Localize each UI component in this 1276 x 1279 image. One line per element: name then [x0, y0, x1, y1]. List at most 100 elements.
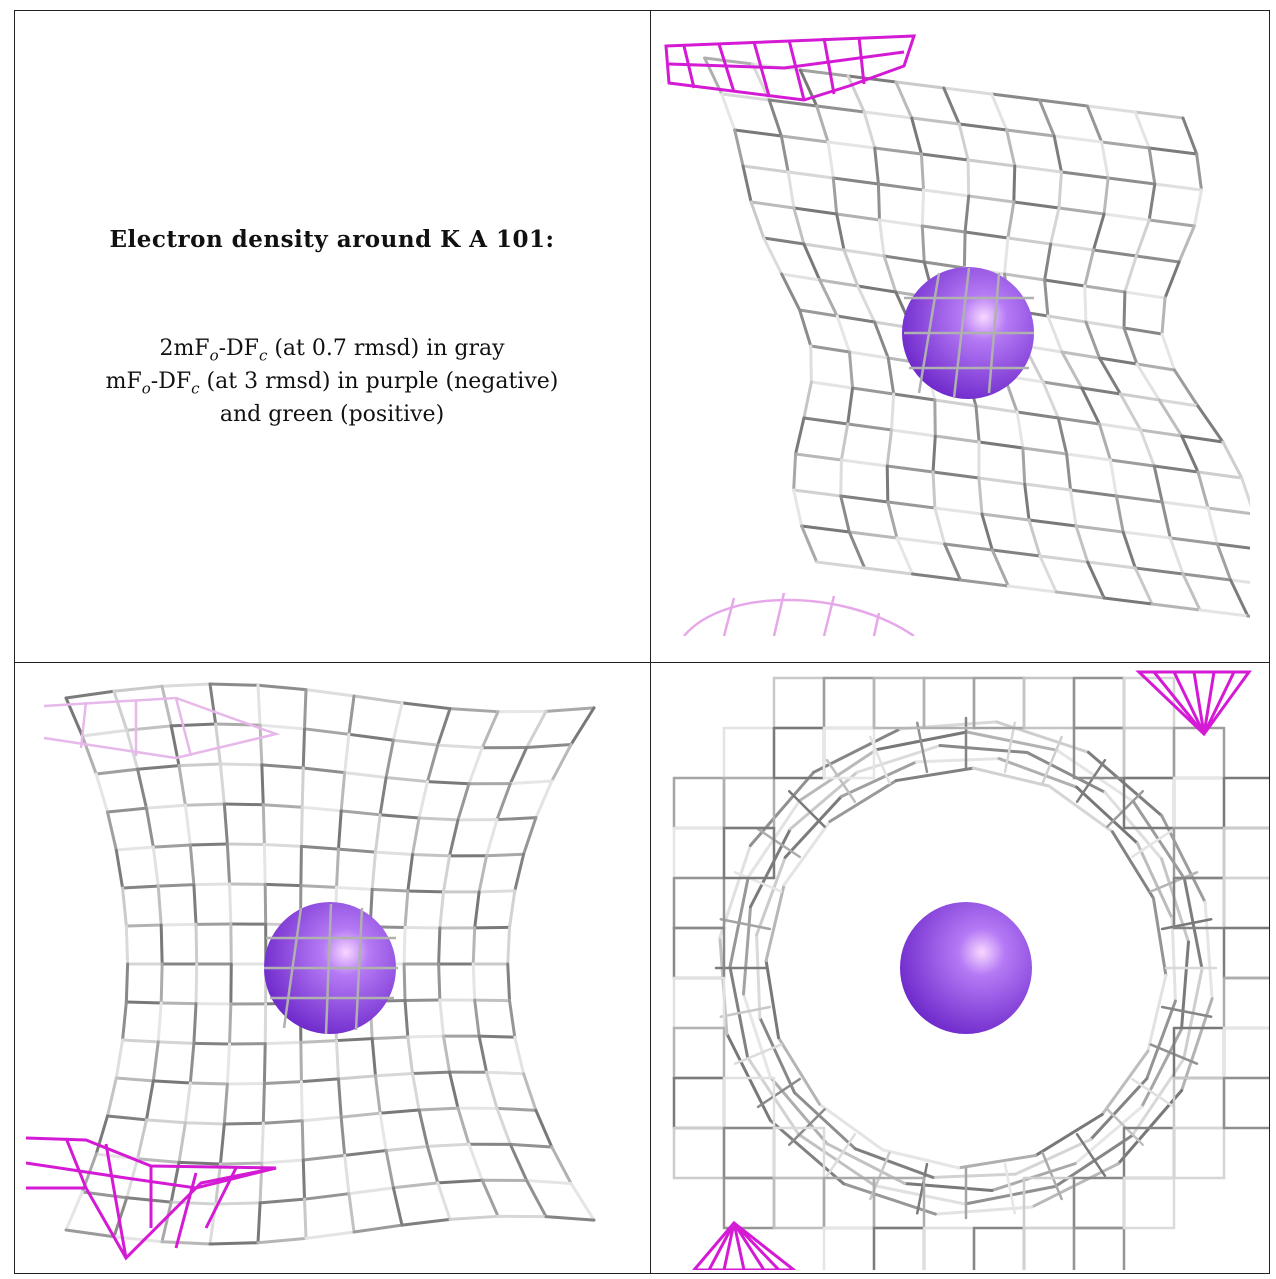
mesh-segment: [1221, 440, 1244, 480]
mesh-segment: [151, 1040, 160, 1083]
mesh-segment: [156, 884, 163, 927]
diff-map-sub-c: c: [191, 379, 200, 398]
mesh-segment: [1013, 164, 1063, 174]
mesh-segment: [136, 1157, 181, 1164]
mesh-segment: [943, 542, 962, 582]
mesh-segment: [967, 194, 1016, 204]
mesh-segment: [1006, 200, 1016, 240]
mesh-segment: [303, 1192, 351, 1201]
mesh-segment: [151, 845, 160, 888]
mesh-segment: [260, 763, 305, 770]
mesh-segment: [124, 962, 130, 1004]
mesh-segment: [742, 905, 753, 996]
mesh-segment: [957, 122, 970, 162]
mesh-segment: [471, 926, 477, 966]
legend-panel: Electron density around K A 101: 2mFo-DF…: [16, 14, 648, 660]
mesh-segment: [1097, 422, 1143, 432]
mesh-segment: [121, 1038, 160, 1044]
mesh-segment: [391, 1181, 440, 1190]
mesh-segment: [933, 434, 981, 444]
mesh-segment: [1084, 320, 1126, 330]
mesh-view-bottom-left: [26, 682, 596, 1261]
mesh-segment: [384, 1148, 395, 1190]
mesh-segment: [1198, 608, 1250, 618]
mesh-segment: [885, 464, 935, 474]
mesh-segment: [218, 1122, 226, 1166]
mesh-segment: [144, 803, 187, 810]
mesh-segment: [1003, 721, 1017, 774]
mesh-segment: [485, 1070, 499, 1110]
mesh-segment: [525, 742, 573, 750]
mesh-segment: [966, 158, 971, 198]
mesh-segment: [1038, 554, 1090, 564]
mesh-segment: [194, 962, 199, 1006]
mesh-segment: [1150, 602, 1202, 612]
mesh-segment: [64, 1228, 116, 1239]
mesh-segment: [1038, 554, 1058, 594]
mesh-segment: [1160, 500, 1210, 510]
mesh-segment: [1151, 896, 1168, 977]
mesh-segment: [1168, 536, 1219, 546]
mesh-segment: [1074, 524, 1090, 564]
mesh-segment: [931, 470, 981, 480]
mesh-segment: [1160, 500, 1172, 540]
mesh-segment: [733, 871, 783, 893]
mesh-segment: [1123, 254, 1138, 294]
mesh-segment: [256, 683, 262, 727]
mesh-segment: [352, 694, 404, 705]
mesh-segment: [1003, 236, 1010, 276]
mesh-segment: [1075, 785, 1139, 845]
mesh-segment: [873, 146, 880, 186]
mesh-segment: [1086, 560, 1137, 570]
mesh-segment: [522, 1072, 538, 1112]
mesh-segment: [299, 805, 304, 848]
mesh-segment: [214, 722, 222, 766]
mesh-segment: [809, 380, 855, 390]
mesh-segment: [417, 1106, 460, 1112]
mesh-segment: [260, 1158, 305, 1165]
mesh-segment: [786, 170, 796, 210]
mesh-segment: [1037, 98, 1089, 108]
mesh-segment: [473, 998, 481, 1038]
mesh-segment: [1160, 917, 1213, 931]
mesh-segment: [301, 1158, 307, 1201]
mesh-segment: [1085, 104, 1104, 144]
mesh-segment: [569, 1182, 596, 1222]
mesh-segment: [473, 925, 512, 930]
mesh-segment: [169, 1160, 181, 1204]
mesh-segment: [839, 760, 918, 799]
mesh-segment: [156, 1040, 196, 1045]
mesh-segment: [448, 818, 460, 858]
mesh-segment: [1005, 128, 1017, 168]
mesh-segment: [980, 512, 1031, 522]
mesh-segment: [112, 689, 129, 732]
mesh-segment: [815, 560, 867, 570]
mesh-segment: [882, 254, 898, 294]
mesh-segment: [477, 1034, 517, 1039]
mesh-segment: [1229, 578, 1250, 584]
mesh-segment: [125, 728, 140, 771]
mesh-segment: [910, 116, 923, 156]
mesh-segment: [121, 1000, 128, 1042]
density-view-bottom-left: [26, 668, 634, 1270]
diff-map-desc: (at 3 rmsd) in purple (negative): [199, 369, 559, 394]
mesh-segment: [384, 1144, 430, 1152]
mesh-segment: [260, 1121, 265, 1165]
mesh-segment: [400, 701, 452, 711]
mesh-segment: [762, 236, 784, 276]
mesh-segment: [818, 278, 860, 288]
mesh-segment: [495, 1106, 538, 1112]
mesh-segment: [406, 1035, 415, 1075]
mesh-segment: [373, 813, 382, 854]
mesh-segment: [741, 164, 790, 174]
mesh-segment: [719, 1005, 772, 1019]
mesh-segment: [1146, 973, 1168, 1053]
mesh-segment: [352, 1223, 404, 1234]
mesh-segment: [347, 694, 356, 736]
mesh-segment: [347, 732, 395, 742]
mesh-segment: [1135, 841, 1174, 920]
mesh-segment: [1060, 350, 1084, 390]
mesh-segment: [125, 1196, 173, 1204]
legend-title: Electron density around K A 101:: [109, 226, 555, 253]
mesh-segment: [1052, 134, 1104, 144]
